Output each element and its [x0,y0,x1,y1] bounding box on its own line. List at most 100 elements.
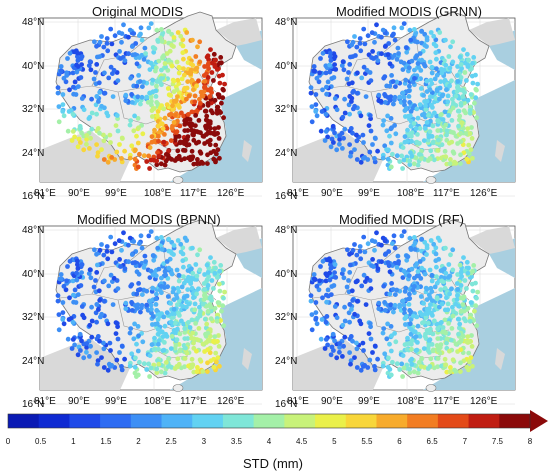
station-dot [449,78,454,84]
station-dot [70,111,76,117]
station-dot [456,331,461,337]
station-dot [407,27,413,33]
station-dot [347,94,353,99]
map-panel-grnn: Modified MODIS (GRNN) 48°N 40°N 32°N 24°N 16… [273,0,535,202]
station-dot [470,288,476,294]
station-dot [115,78,121,83]
station-dot [186,112,191,117]
station-dot [205,130,211,136]
station-dot [332,96,338,101]
station-dot [450,39,456,45]
station-dot [139,245,145,251]
lon-label: 117°E [433,396,460,407]
station-dot [347,319,352,325]
station-dot [354,365,360,370]
station-dot [194,65,200,71]
station-dot [148,268,154,274]
station-dot [427,295,433,301]
station-dot [116,238,122,244]
station-dot [453,93,459,99]
station-dot [458,75,464,80]
station-dot [201,297,207,302]
station-dot [128,283,134,289]
station-dot [159,247,165,252]
station-dot [437,238,443,243]
station-dot [445,99,451,105]
station-dot [401,229,407,234]
station-dot [71,299,76,305]
station-dot [458,309,464,314]
panel-title: Modified MODIS (GRNN) [336,4,482,19]
station-dot [138,25,144,31]
station-dot [56,119,62,125]
station-dot [449,118,455,123]
station-dot [346,278,351,283]
station-dot [56,312,62,317]
station-dot [408,358,413,363]
station-dot [380,155,386,161]
station-dot [386,147,391,153]
station-dot [132,52,138,57]
station-dot [369,30,375,36]
station-dot [132,156,138,162]
station-dot [367,357,373,363]
station-dot [470,60,475,66]
lon-label: 108°E [144,396,172,407]
map-panel-rf: Modified MODIS (RF) 48°N 40°N 32°N 24°N 16°N… [273,208,535,410]
colorbar-tick: 6 [397,437,402,446]
station-dot [416,360,422,365]
station-dot [414,314,420,320]
station-dot [399,153,405,159]
station-dot [309,312,315,317]
station-dot [60,300,66,305]
station-dot [388,324,394,329]
station-dot [116,30,122,36]
station-dot [132,260,138,265]
colorbar-title: STD (mm) [243,456,303,471]
station-dot [158,121,164,126]
station-dot [328,58,334,63]
station-dot [150,106,156,111]
station-dot [424,252,429,257]
lat-label: 40°N [275,61,297,72]
station-dot [309,104,315,109]
lat-label: 48°N [275,225,297,236]
station-dot [106,283,112,289]
station-dot [115,286,121,291]
station-dot [382,300,387,305]
station-dot [339,63,345,68]
station-dot [131,128,137,134]
station-dot [414,347,420,353]
station-dot [416,64,421,70]
station-dot [460,296,466,301]
station-dot [469,333,474,338]
station-dot [60,92,66,97]
station-dot [202,108,208,114]
station-dot [454,281,460,286]
station-dot [144,159,150,164]
station-dot [154,27,160,33]
station-dot [175,285,181,291]
station-dot [352,242,357,247]
station-dot [469,281,475,287]
station-dot [410,79,416,85]
station-dot [168,319,174,325]
station-dot [198,308,203,314]
station-dot [153,296,159,302]
station-dot [159,76,164,81]
station-dot [410,287,416,293]
station-dot [202,79,208,84]
station-dot [102,70,107,76]
station-dot [437,30,443,35]
station-dot [361,140,366,145]
station-dot [375,266,381,271]
station-dot [458,270,464,275]
station-dot [390,79,396,84]
station-dot [129,143,135,149]
station-dot [180,245,186,251]
station-dot [445,301,451,307]
station-dot [368,286,374,291]
station-dot [415,162,421,168]
station-dot [320,295,325,301]
station-dot [205,338,211,344]
